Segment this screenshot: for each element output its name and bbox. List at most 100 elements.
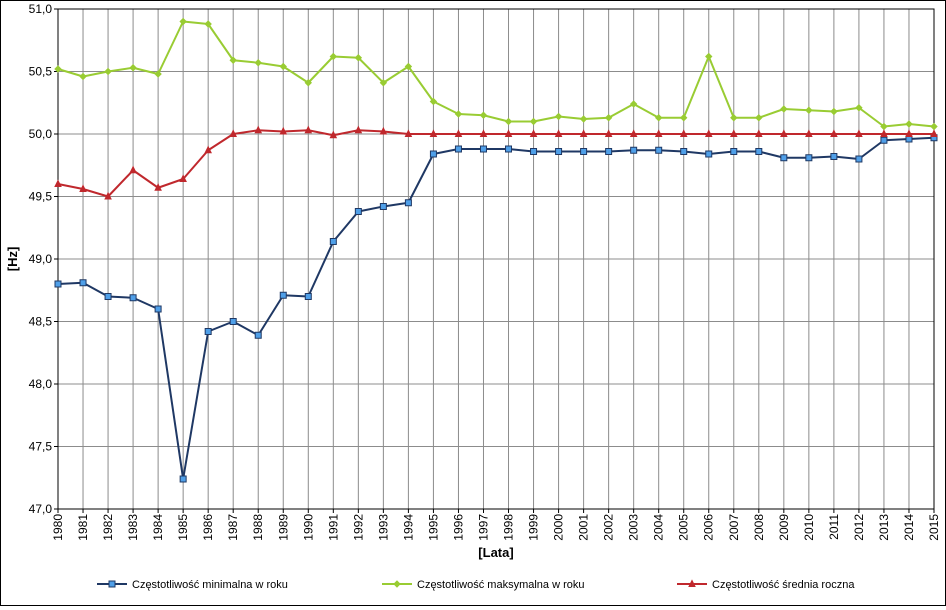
data-point <box>504 117 513 126</box>
data-point <box>479 111 488 119</box>
data-point <box>905 120 913 128</box>
data-point <box>704 129 713 137</box>
data-point <box>179 475 187 483</box>
x-tick-label: 2002 <box>602 514 616 541</box>
data-point <box>654 129 663 137</box>
data-point <box>179 17 187 26</box>
data-point <box>379 126 388 135</box>
data-point <box>580 148 588 155</box>
data-point <box>79 72 87 81</box>
data-point <box>379 203 387 210</box>
data-point <box>880 129 888 137</box>
data-point <box>729 129 738 137</box>
series-2 <box>54 125 938 200</box>
data-point <box>154 183 162 191</box>
y-tick-label: 49,0 <box>29 252 53 266</box>
data-point <box>204 145 212 154</box>
data-point <box>108 580 116 588</box>
data-point <box>880 136 888 144</box>
x-tick-label: 1999 <box>527 514 541 541</box>
data-point <box>404 199 412 207</box>
data-point <box>730 114 738 122</box>
data-point <box>705 52 713 61</box>
data-point <box>830 153 838 160</box>
x-tick-label: 1997 <box>476 514 490 541</box>
data-point <box>129 64 137 72</box>
x-tick-label: 2012 <box>852 514 866 541</box>
legend-item-2: Częstotliwość średnia roczna <box>677 579 855 591</box>
x-tick-label: 1994 <box>401 514 415 541</box>
y-tick-label: 50,0 <box>29 127 53 141</box>
data-point <box>688 579 696 587</box>
x-tick-label: 1995 <box>426 514 440 541</box>
series-0 <box>54 134 938 483</box>
data-point <box>780 129 788 137</box>
y-tick-label: 51,0 <box>29 2 53 16</box>
data-point <box>279 62 287 71</box>
data-point <box>855 104 863 112</box>
data-point <box>855 129 863 137</box>
data-point <box>680 148 688 155</box>
x-tick-label: 1988 <box>251 514 265 541</box>
data-point <box>780 154 788 162</box>
x-tick-label: 1998 <box>502 514 516 541</box>
data-point <box>805 154 813 162</box>
data-point <box>229 129 238 137</box>
series-line <box>57 20 935 128</box>
data-point <box>354 208 362 215</box>
series-layer <box>54 17 938 483</box>
x-axis-ticks: 1980 1981 1982 1983 1984 1985 1986 1987 1988 1989… <box>51 509 941 541</box>
data-point <box>755 114 763 122</box>
data-point <box>154 70 162 78</box>
data-point <box>329 52 338 61</box>
data-point <box>229 318 237 325</box>
data-point <box>530 148 538 155</box>
data-point <box>129 165 137 174</box>
y-tick-label: 50,5 <box>29 65 53 79</box>
data-point <box>479 145 487 153</box>
data-point <box>179 174 187 182</box>
x-tick-label: 2005 <box>677 514 691 541</box>
data-point <box>454 129 463 137</box>
data-point <box>429 150 437 158</box>
x-tick-label: 1996 <box>451 514 465 541</box>
data-point <box>605 148 613 155</box>
data-point <box>604 129 613 137</box>
x-tick-label: 2001 <box>577 514 591 541</box>
data-point <box>554 129 563 137</box>
data-point <box>654 114 663 122</box>
x-tick-label: 2010 <box>802 514 816 541</box>
data-point <box>104 191 112 200</box>
x-tick-label: 2015 <box>927 514 941 541</box>
x-tick-label: 2004 <box>652 514 666 541</box>
data-point <box>805 106 813 114</box>
data-point <box>579 115 588 123</box>
data-point <box>604 114 613 122</box>
data-point <box>529 117 538 126</box>
data-point <box>630 146 638 154</box>
data-point <box>905 129 913 137</box>
data-point <box>54 179 62 187</box>
data-point <box>629 129 638 137</box>
x-tick-label: 2014 <box>902 514 916 541</box>
legend-item-1: Częstotliwość maksymalna w roku <box>382 579 585 591</box>
x-tick-label: 1980 <box>51 514 65 541</box>
data-point <box>505 145 513 153</box>
series-1 <box>54 17 938 131</box>
data-point <box>104 293 112 300</box>
x-tick-label: 1987 <box>226 514 240 541</box>
x-axis-title: [Lata] <box>478 545 513 560</box>
legend-label: Częstotliwość minimalna w roku <box>132 579 288 591</box>
x-tick-label: 2007 <box>727 514 741 541</box>
data-point <box>429 129 438 137</box>
data-point <box>393 580 401 588</box>
data-point <box>129 294 137 302</box>
data-point <box>554 112 563 121</box>
data-point <box>79 184 87 192</box>
data-point <box>579 129 588 137</box>
data-point <box>655 146 663 154</box>
legend-label: Częstotliwość maksymalna w roku <box>417 579 585 591</box>
data-point <box>755 148 763 155</box>
data-point <box>304 79 312 87</box>
